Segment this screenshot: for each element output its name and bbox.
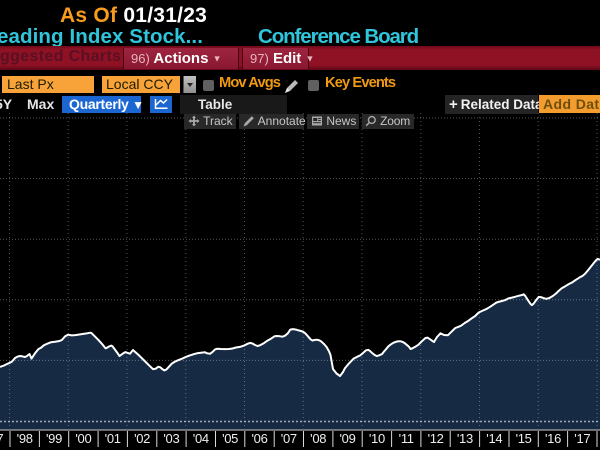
svg-text:'08: '08 <box>310 431 326 446</box>
svg-text:'14: '14 <box>486 431 502 446</box>
svg-text:'04: '04 <box>193 431 209 446</box>
svg-text:'97: '97 <box>0 431 3 446</box>
svg-text:'98: '98 <box>17 431 33 446</box>
svg-text:'11: '11 <box>399 431 414 446</box>
svg-text:'15: '15 <box>516 431 532 446</box>
svg-text:'01: '01 <box>105 431 121 446</box>
svg-text:'16: '16 <box>545 431 561 446</box>
svg-text:'09: '09 <box>339 431 355 446</box>
svg-text:'10: '10 <box>369 431 385 446</box>
svg-text:'05: '05 <box>222 431 238 446</box>
svg-text:'12: '12 <box>428 431 444 446</box>
svg-text:'17: '17 <box>574 431 590 446</box>
svg-text:'03: '03 <box>163 431 179 446</box>
svg-text:'13: '13 <box>457 431 473 446</box>
svg-text:'99: '99 <box>46 431 62 446</box>
svg-text:'00: '00 <box>75 431 91 446</box>
svg-text:'06: '06 <box>251 431 267 446</box>
svg-text:'07: '07 <box>281 431 297 446</box>
svg-text:'02: '02 <box>134 431 150 446</box>
